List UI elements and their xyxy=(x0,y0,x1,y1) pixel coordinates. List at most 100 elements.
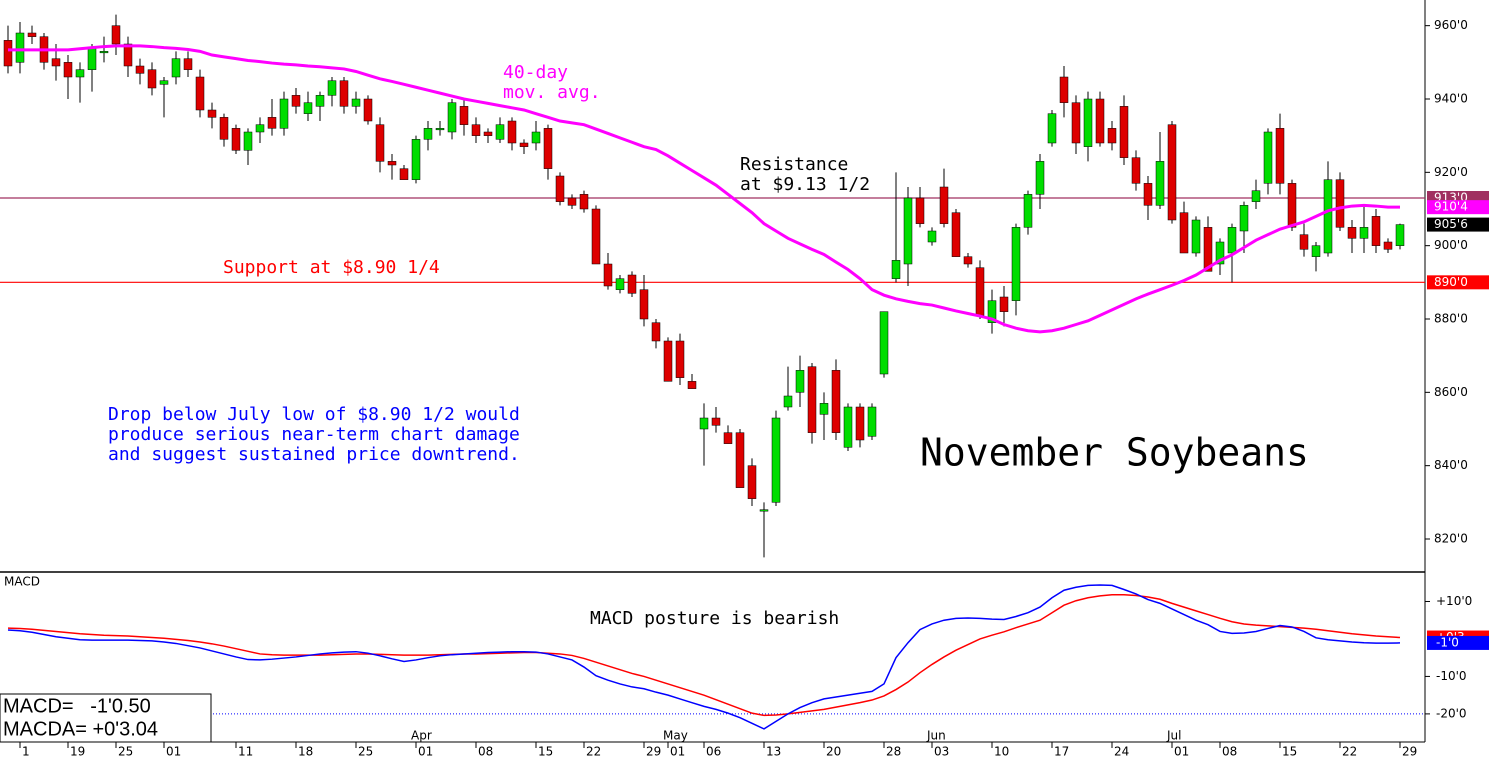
x-tick-label: 15 xyxy=(1282,745,1297,759)
candle-body xyxy=(291,95,301,107)
candle-body xyxy=(963,256,973,265)
candle-body xyxy=(1251,190,1261,202)
annotation: at $9.13 1/2 xyxy=(740,174,870,195)
candle-body xyxy=(459,106,469,125)
month-label: May xyxy=(663,729,688,743)
annotation: Drop below July low of $8.90 1/2 would xyxy=(108,404,520,425)
macd-note: MACD posture is bearish xyxy=(590,608,839,629)
candle-body xyxy=(783,395,793,408)
x-tick-label: 28 xyxy=(886,745,901,759)
candle-body xyxy=(759,509,769,512)
x-tick-label: 15 xyxy=(538,745,553,759)
candle-body xyxy=(579,194,589,210)
x-tick-label: 1 xyxy=(22,745,30,759)
candle-body xyxy=(255,124,265,133)
candle-body xyxy=(243,131,253,151)
candle-body xyxy=(495,124,505,140)
annotation: produce serious near-term chart damage xyxy=(108,424,520,445)
candle-body xyxy=(399,168,409,180)
x-tick-label: 01 xyxy=(670,745,685,759)
x-tick-label: 01 xyxy=(418,745,433,759)
candle-body xyxy=(1359,227,1369,239)
candle-body xyxy=(891,260,901,279)
y-tick-label: 880'0 xyxy=(1434,312,1468,326)
candle-body xyxy=(831,370,841,433)
x-tick-label: 10 xyxy=(994,745,1009,759)
y-tick-label: 960'0 xyxy=(1434,18,1468,32)
candle-body xyxy=(207,109,217,118)
candle-body xyxy=(171,58,181,78)
candle-body xyxy=(1131,157,1141,184)
candle-body xyxy=(1287,183,1297,228)
candle-body xyxy=(1263,131,1273,184)
candle-body xyxy=(375,124,385,162)
candle-body xyxy=(867,406,877,437)
candle-body xyxy=(1323,179,1333,254)
candle-body xyxy=(675,340,685,378)
y-tick-label: 940'0 xyxy=(1434,92,1468,106)
candle-body xyxy=(3,40,13,67)
candle-body xyxy=(591,208,601,265)
annotation: Resistance xyxy=(740,154,848,175)
candle-body xyxy=(807,366,817,433)
y-tick-label: 920'0 xyxy=(1434,165,1468,179)
y-tick-label: 860'0 xyxy=(1434,385,1468,399)
macd-line xyxy=(7,584,1401,730)
readout-box xyxy=(0,693,212,743)
candle-body xyxy=(1335,179,1345,228)
x-tick-label: 20 xyxy=(826,745,841,759)
candle-body xyxy=(771,417,781,503)
price-badge-label: 905'6 xyxy=(1434,217,1468,231)
candle-body xyxy=(75,69,85,78)
candle-body xyxy=(507,120,517,144)
candle-body xyxy=(147,69,157,89)
x-tick-label: 01 xyxy=(166,745,181,759)
x-tick-label: 29 xyxy=(1402,745,1417,759)
candle-body xyxy=(555,175,565,202)
candle-body xyxy=(279,98,289,129)
candle-body xyxy=(843,406,853,448)
candle-body xyxy=(1215,241,1225,265)
candle-body xyxy=(483,131,493,136)
candle-body xyxy=(327,80,337,96)
candle-body xyxy=(231,128,241,151)
candle-body xyxy=(27,32,37,37)
annotation: 40-day xyxy=(503,62,568,83)
price-badge-label: 890'0 xyxy=(1434,275,1468,289)
macd-y-tick-label: -10'0 xyxy=(1436,669,1467,683)
x-tick-label: 25 xyxy=(118,745,133,759)
x-tick-label: 18 xyxy=(298,745,313,759)
x-tick-label: 01 xyxy=(1174,745,1189,759)
macd-y-tick-label: +10'0 xyxy=(1436,594,1472,608)
x-tick-label: 29 xyxy=(646,745,661,759)
candle-body xyxy=(447,102,457,133)
candle-body xyxy=(855,406,865,441)
candle-body xyxy=(87,47,97,70)
candle-body xyxy=(1143,183,1153,206)
x-tick-label: 13 xyxy=(766,745,781,759)
candle-body xyxy=(939,186,949,224)
candle-body xyxy=(915,197,925,224)
month-label: Jul xyxy=(1166,729,1181,743)
macd-y-tick-label: -20'0 xyxy=(1436,706,1467,720)
x-tick-label: 11 xyxy=(238,745,253,759)
candle-body xyxy=(1083,98,1093,147)
candle-body xyxy=(1035,161,1045,195)
candle-body xyxy=(1095,98,1105,144)
candle-body xyxy=(15,32,25,63)
candle-body xyxy=(1167,124,1177,221)
candle-body xyxy=(1275,128,1285,184)
candle-body xyxy=(315,95,325,107)
x-tick-label: 24 xyxy=(1114,745,1129,759)
candle-body xyxy=(651,322,661,342)
candle-body xyxy=(303,102,313,114)
candle-body xyxy=(699,417,709,430)
candle-body xyxy=(1203,227,1213,272)
candle-body xyxy=(339,80,349,107)
candle-body xyxy=(1047,113,1057,144)
x-tick-label: 03 xyxy=(934,745,949,759)
macd-badge-label: -1'0 xyxy=(1436,635,1459,649)
candle-body xyxy=(63,62,73,78)
candle-body xyxy=(615,278,625,290)
